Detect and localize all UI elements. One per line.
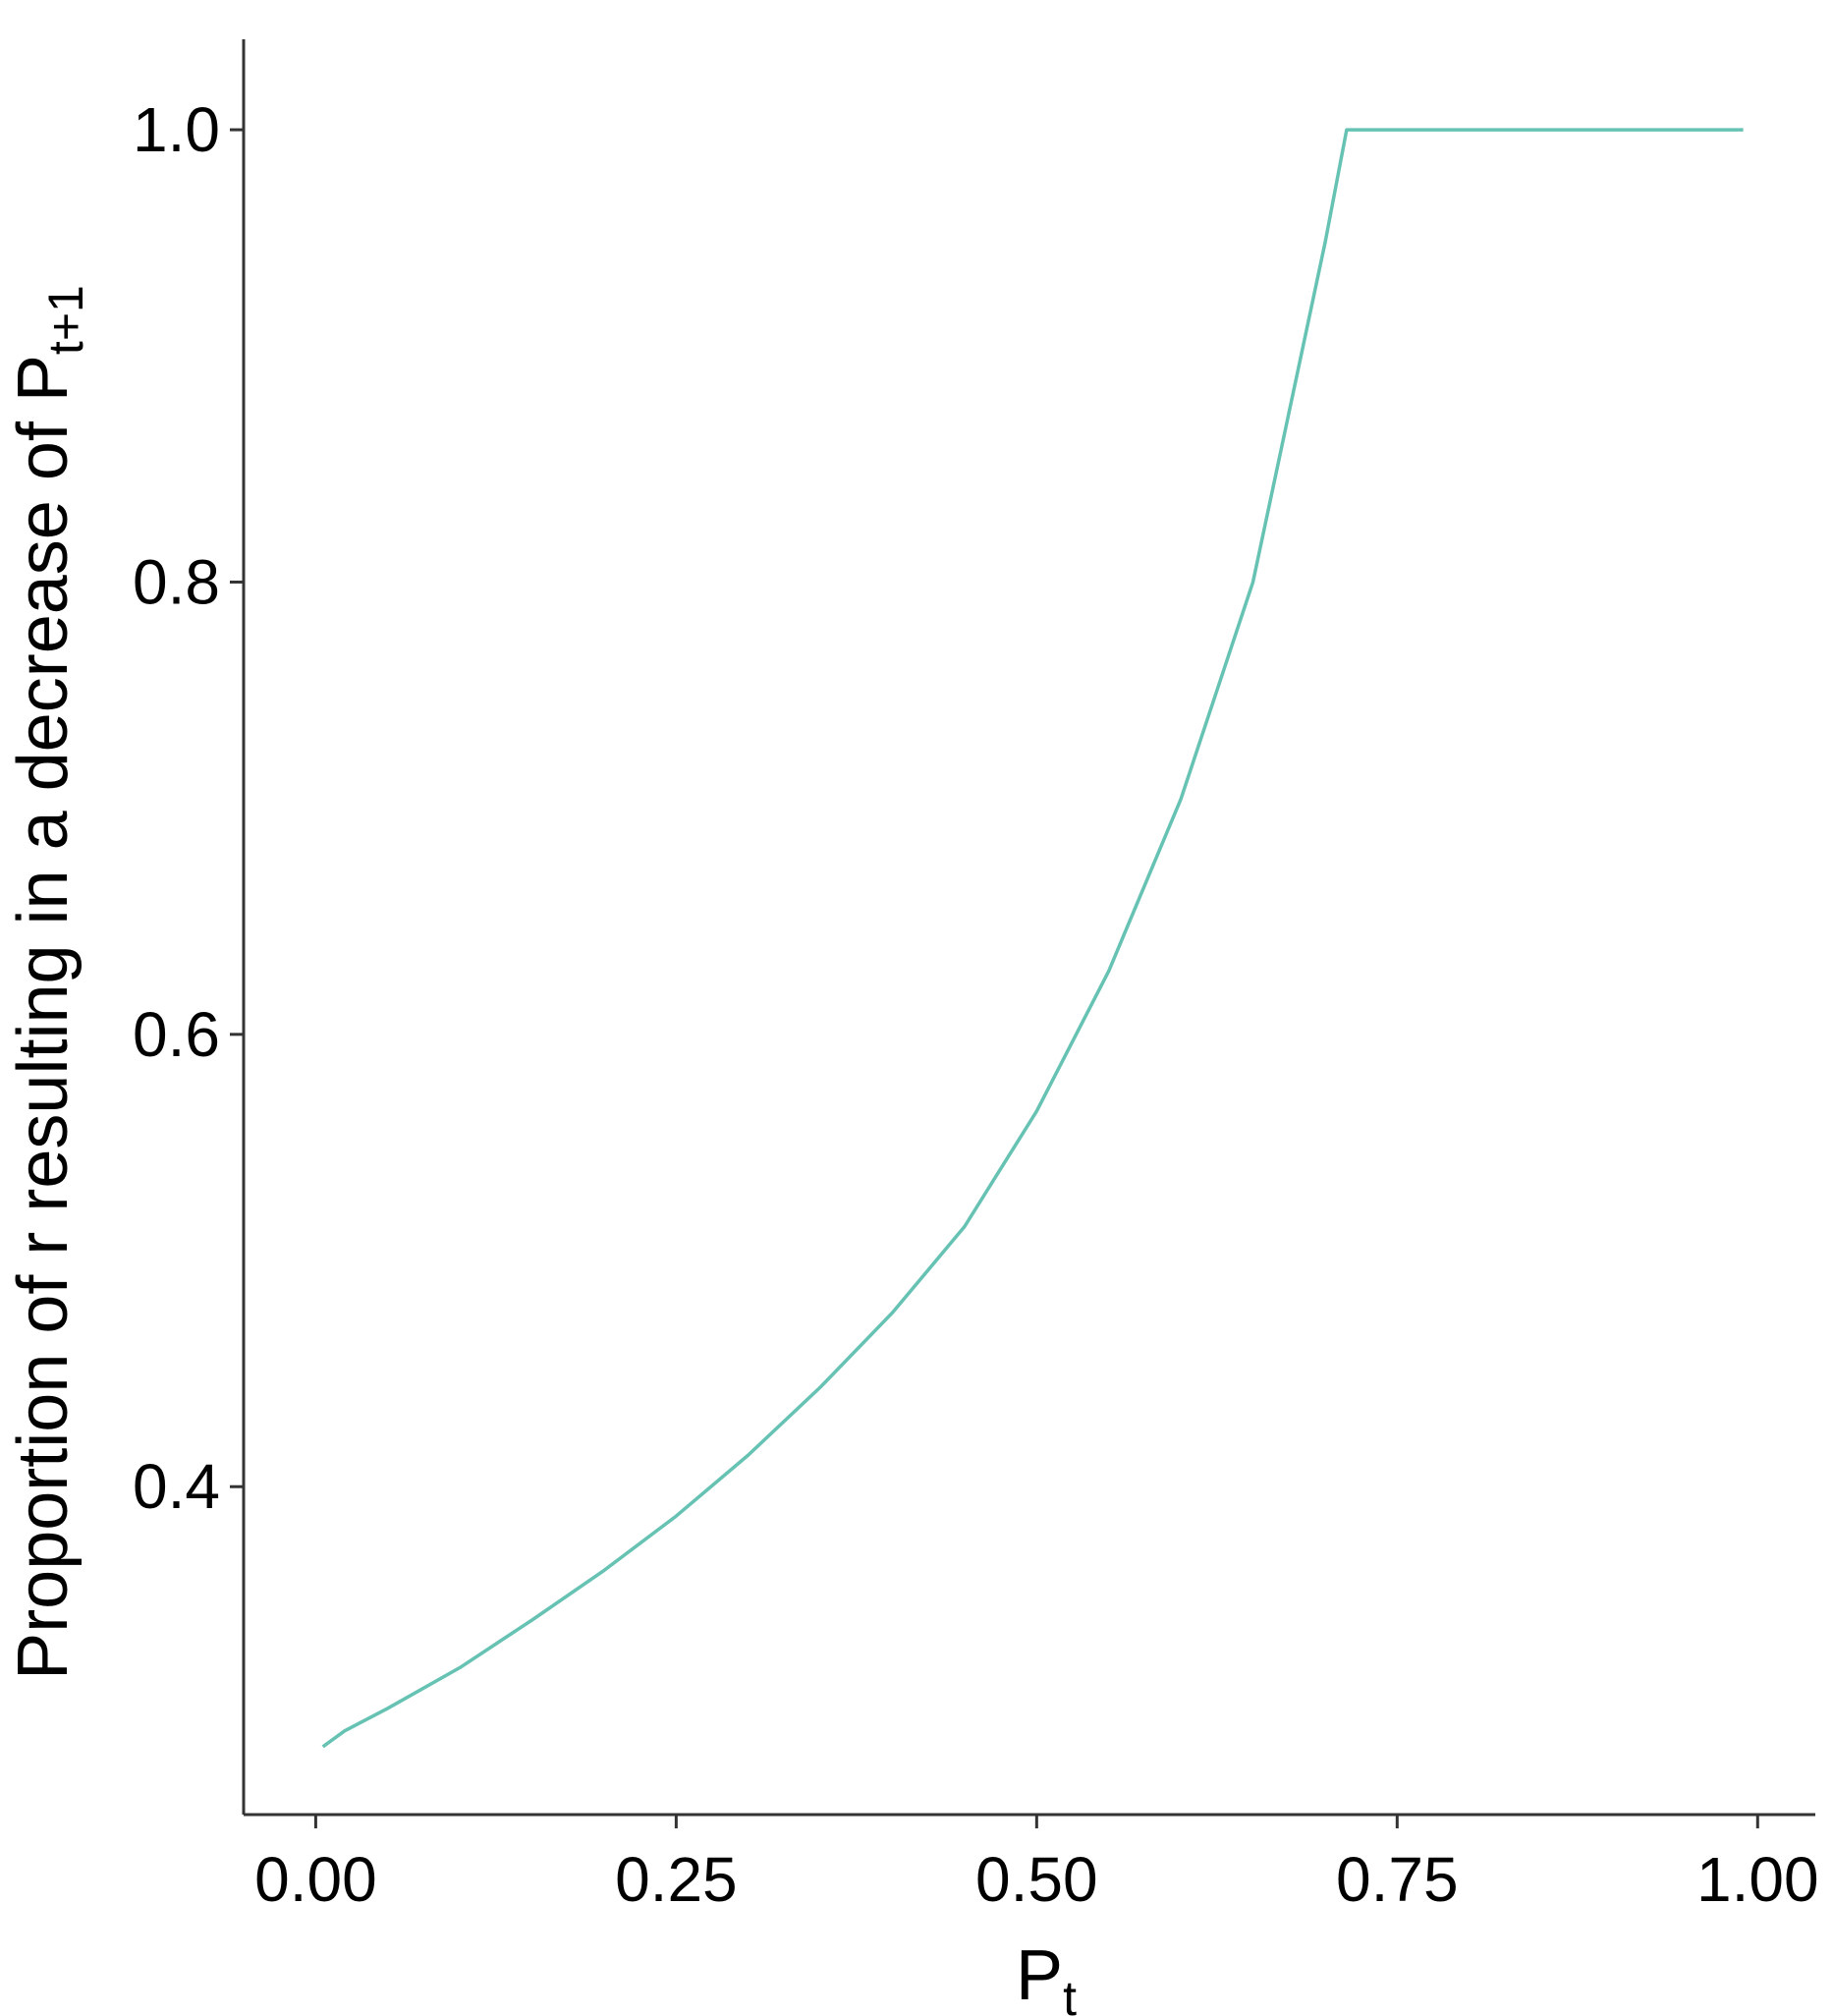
x-tick-label: 0.25 xyxy=(615,1844,738,1915)
y-tick-label: 1.0 xyxy=(133,94,220,165)
y-axis-title-base: P xyxy=(4,355,83,402)
x-axis-ticks: 0.00 0.25 0.50 0.75 1.00 xyxy=(254,1815,1819,1915)
y-tick-label: 0.4 xyxy=(133,1451,220,1522)
x-tick-label: 0.50 xyxy=(975,1844,1098,1915)
y-tick-label: 0.8 xyxy=(133,546,220,617)
x-axis-title: Pt xyxy=(1016,1936,1077,2016)
series-line xyxy=(321,128,1744,1749)
y-axis-title-text: Proportion of r resulting in a decrease … xyxy=(4,402,83,1680)
y-axis-ticks: 0.4 0.6 0.8 1.0 xyxy=(133,94,244,1522)
y-axis-title: Proportion of r resulting in a decrease … xyxy=(4,285,93,1680)
y-tick-label: 0.6 xyxy=(133,999,220,1070)
y-axis-title-subscript: t+1 xyxy=(38,285,93,355)
x-axis-title-subscript: t xyxy=(1063,1971,1077,2016)
x-tick-label: 1.00 xyxy=(1696,1844,1819,1915)
plot-area xyxy=(321,128,1744,1749)
x-axis-title-base: P xyxy=(1016,1936,1063,2015)
axes xyxy=(242,39,1815,1817)
x-tick-label: 0.75 xyxy=(1336,1844,1459,1915)
x-tick-label: 0.00 xyxy=(254,1844,377,1915)
